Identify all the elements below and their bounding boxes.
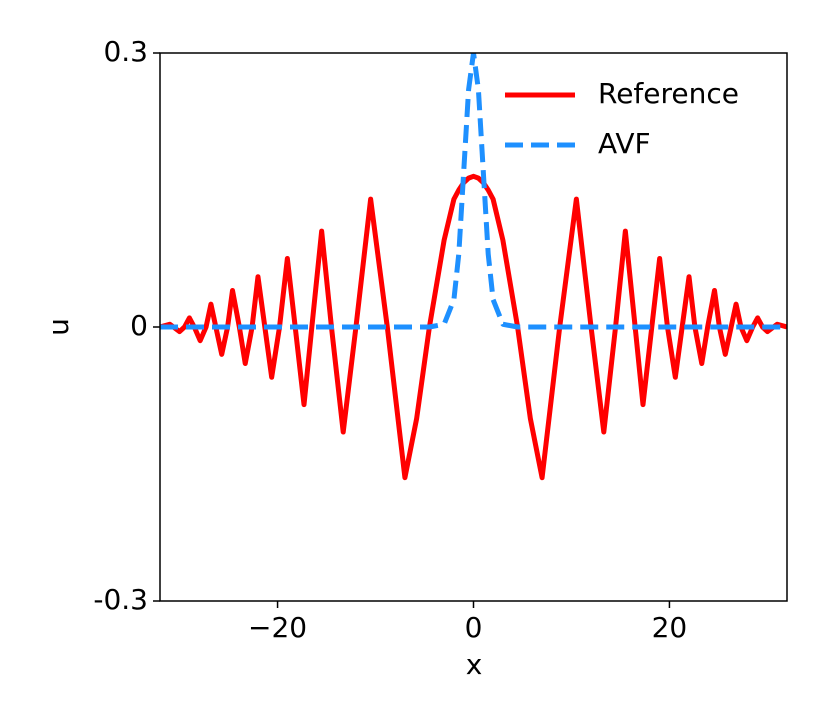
y-axis-label: u [42, 318, 75, 336]
legend-label: Reference [598, 77, 739, 110]
y-tick-label: -0.3 [93, 583, 148, 616]
legend-label: AVF [598, 127, 651, 160]
plot-frame [159, 52, 788, 602]
plot-area [160, 53, 787, 481]
x-axis-label: x [466, 648, 483, 681]
y-tick-label: 0 [130, 309, 148, 342]
x-tick-label: 0 [465, 611, 483, 644]
x-tick-label: −20 [248, 611, 307, 644]
data-line [160, 173, 787, 481]
x-tick-label: 20 [652, 611, 688, 644]
y-tick-label: 0.3 [103, 35, 148, 68]
